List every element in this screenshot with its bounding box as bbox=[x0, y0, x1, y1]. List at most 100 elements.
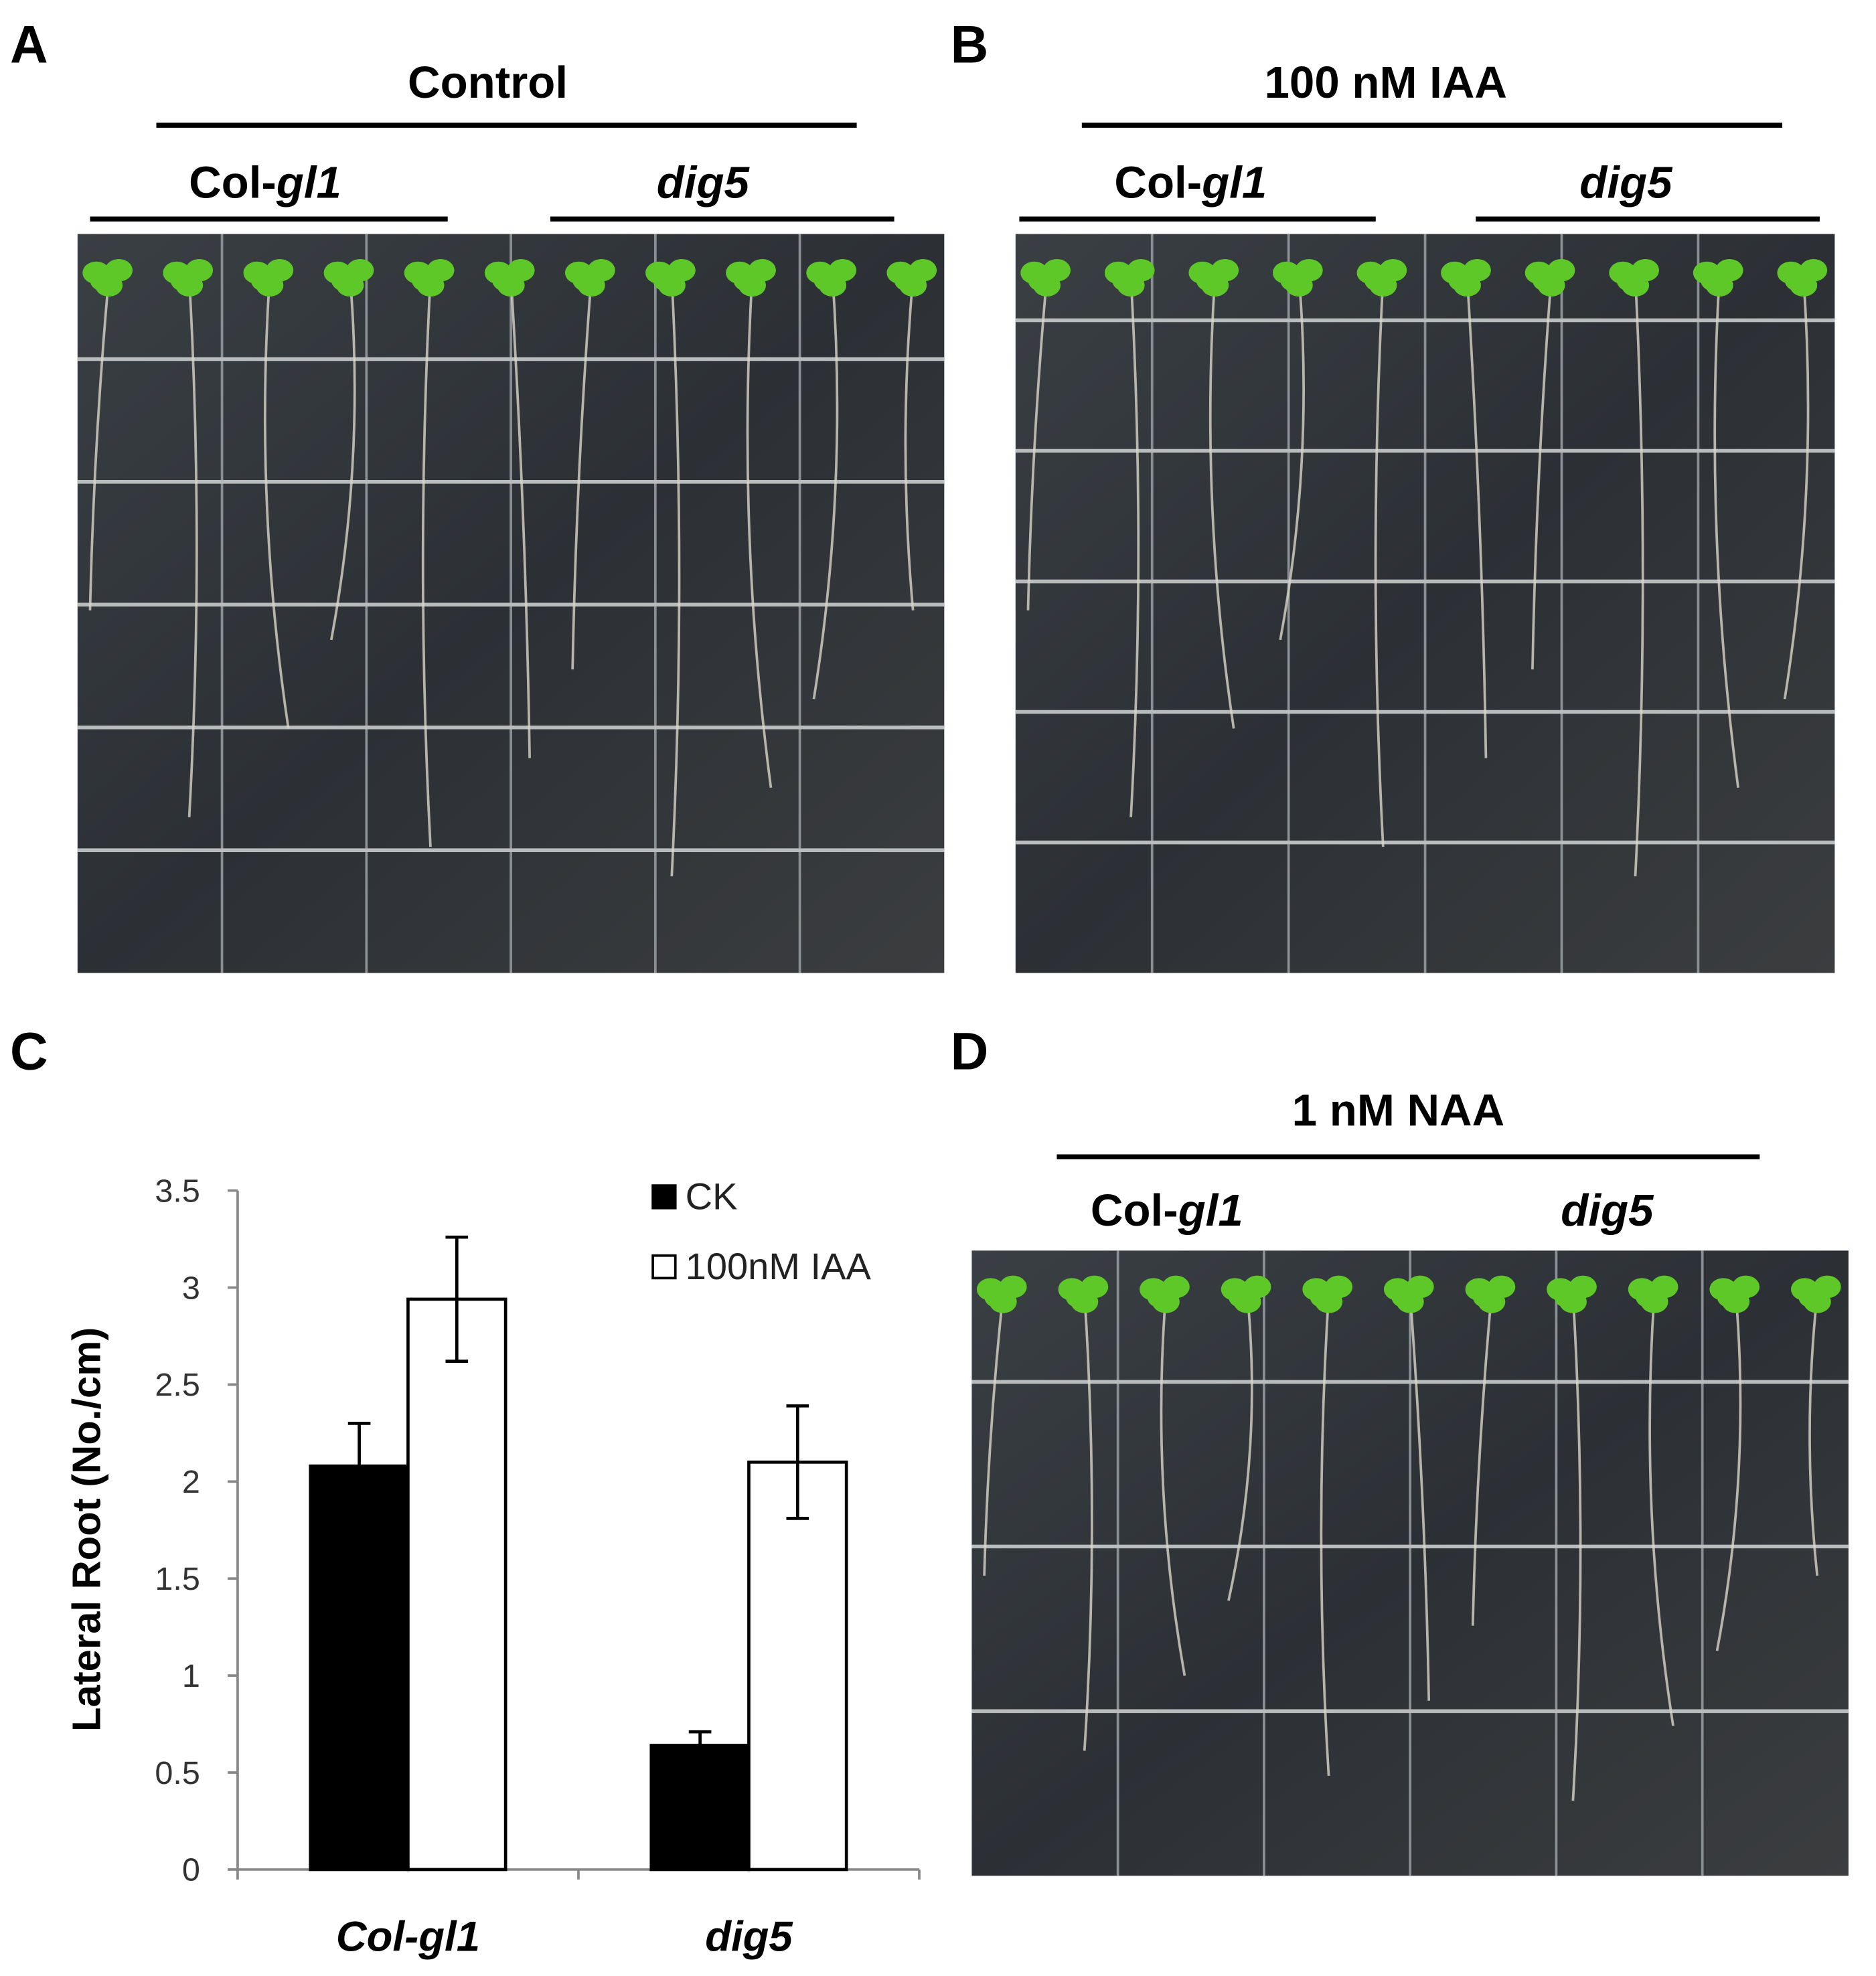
root bbox=[670, 277, 681, 877]
x-tick-label: dig5 bbox=[705, 1913, 793, 1960]
bar bbox=[309, 1464, 410, 1872]
group-label: dig5 bbox=[1579, 157, 1673, 208]
legend-label: 100nM IAA bbox=[686, 1245, 872, 1287]
leaf bbox=[1147, 1285, 1175, 1309]
root bbox=[983, 1294, 1004, 1576]
leaf bbox=[1028, 268, 1056, 292]
leaf bbox=[90, 268, 118, 292]
leaf bbox=[1310, 1285, 1338, 1309]
panel-label: A bbox=[10, 15, 48, 74]
leaf bbox=[492, 268, 520, 292]
leaf bbox=[331, 268, 359, 292]
y-tick-label: 3.5 bbox=[155, 1173, 200, 1209]
error-bar bbox=[688, 1730, 712, 1761]
bar bbox=[406, 1297, 507, 1872]
root bbox=[421, 277, 432, 847]
group-label: dig5 bbox=[1561, 1185, 1654, 1236]
y-tick-label: 1 bbox=[182, 1658, 200, 1694]
panel-title: Control bbox=[408, 58, 568, 108]
group-prefix: Col- bbox=[189, 157, 277, 208]
leaf bbox=[1196, 268, 1224, 292]
root bbox=[1227, 1294, 1253, 1601]
root bbox=[1160, 1294, 1186, 1676]
leaf bbox=[170, 268, 198, 292]
error-bar bbox=[347, 1422, 371, 1511]
group-italic: gl1 bbox=[1201, 157, 1267, 208]
group-prefix: Col- bbox=[1114, 157, 1202, 208]
root bbox=[1531, 277, 1553, 670]
leaf bbox=[1364, 268, 1392, 292]
leaf bbox=[1472, 1285, 1500, 1309]
root bbox=[1466, 277, 1488, 758]
legend-label: CK bbox=[686, 1175, 738, 1218]
leaf bbox=[1798, 1285, 1826, 1309]
group-label: Col-gl1 bbox=[1114, 157, 1267, 208]
root bbox=[1208, 277, 1235, 729]
y-tick-label: 2.5 bbox=[155, 1367, 200, 1403]
legend-swatch bbox=[651, 1254, 677, 1280]
root bbox=[1471, 1294, 1493, 1626]
leaf bbox=[1616, 268, 1644, 292]
group-italic: gl1 bbox=[276, 157, 341, 208]
root bbox=[1320, 1294, 1330, 1776]
root bbox=[812, 277, 839, 699]
leaf bbox=[813, 268, 842, 292]
group-label: Col-gl1 bbox=[1091, 1185, 1243, 1236]
leaf bbox=[1717, 1285, 1745, 1309]
leaf bbox=[1532, 268, 1561, 292]
root bbox=[187, 277, 198, 817]
panel-label: D bbox=[951, 1021, 989, 1080]
leaf bbox=[1280, 268, 1308, 292]
group-prefix: Col- bbox=[1091, 1185, 1178, 1236]
root bbox=[1083, 1294, 1093, 1751]
leaf bbox=[411, 268, 440, 292]
leaf bbox=[1112, 268, 1140, 292]
root bbox=[1648, 1294, 1674, 1726]
root bbox=[1129, 277, 1140, 817]
leaf bbox=[572, 268, 601, 292]
root bbox=[263, 277, 290, 729]
y-tick-label: 3 bbox=[182, 1270, 200, 1306]
root bbox=[88, 277, 110, 610]
leaf bbox=[1228, 1285, 1257, 1309]
root bbox=[1409, 1294, 1431, 1701]
y-axis-title: Lateral Root (No./cm) bbox=[64, 1327, 108, 1732]
root bbox=[510, 277, 531, 758]
leaf bbox=[1448, 268, 1476, 292]
root bbox=[329, 277, 356, 641]
error-bar bbox=[786, 1404, 809, 1520]
root bbox=[1713, 277, 1739, 788]
y-tick-label: 1.5 bbox=[155, 1561, 200, 1597]
leaf bbox=[984, 1285, 1012, 1309]
y-tick-label: 2 bbox=[182, 1464, 200, 1500]
x-tick-label: Col-gl1 bbox=[336, 1913, 480, 1960]
root bbox=[1026, 277, 1048, 610]
leaf bbox=[1391, 1285, 1419, 1309]
leaf bbox=[1701, 268, 1729, 292]
root bbox=[1783, 277, 1810, 699]
root bbox=[904, 277, 915, 610]
panel-title: 1 nM NAA bbox=[1292, 1085, 1505, 1135]
leaf bbox=[894, 268, 922, 292]
group-label: dig5 bbox=[657, 157, 751, 208]
group-label: Col-gl1 bbox=[189, 157, 341, 208]
bar bbox=[649, 1744, 751, 1872]
group-italic: gl1 bbox=[1178, 1185, 1243, 1236]
leaf bbox=[250, 268, 279, 292]
panel-title: 100 nM IAA bbox=[1265, 58, 1507, 108]
leaf bbox=[1554, 1285, 1582, 1309]
root bbox=[1374, 277, 1385, 847]
root bbox=[1808, 1294, 1819, 1576]
root bbox=[746, 277, 773, 788]
y-tick-label: 0 bbox=[182, 1852, 200, 1888]
root bbox=[571, 277, 593, 670]
root bbox=[1634, 277, 1644, 877]
panel-label: C bbox=[10, 1021, 48, 1080]
error-bar bbox=[445, 1235, 469, 1363]
y-tick-label: 0.5 bbox=[155, 1755, 200, 1791]
leaf bbox=[1065, 1285, 1093, 1309]
root bbox=[1571, 1294, 1582, 1801]
leaf bbox=[733, 268, 761, 292]
